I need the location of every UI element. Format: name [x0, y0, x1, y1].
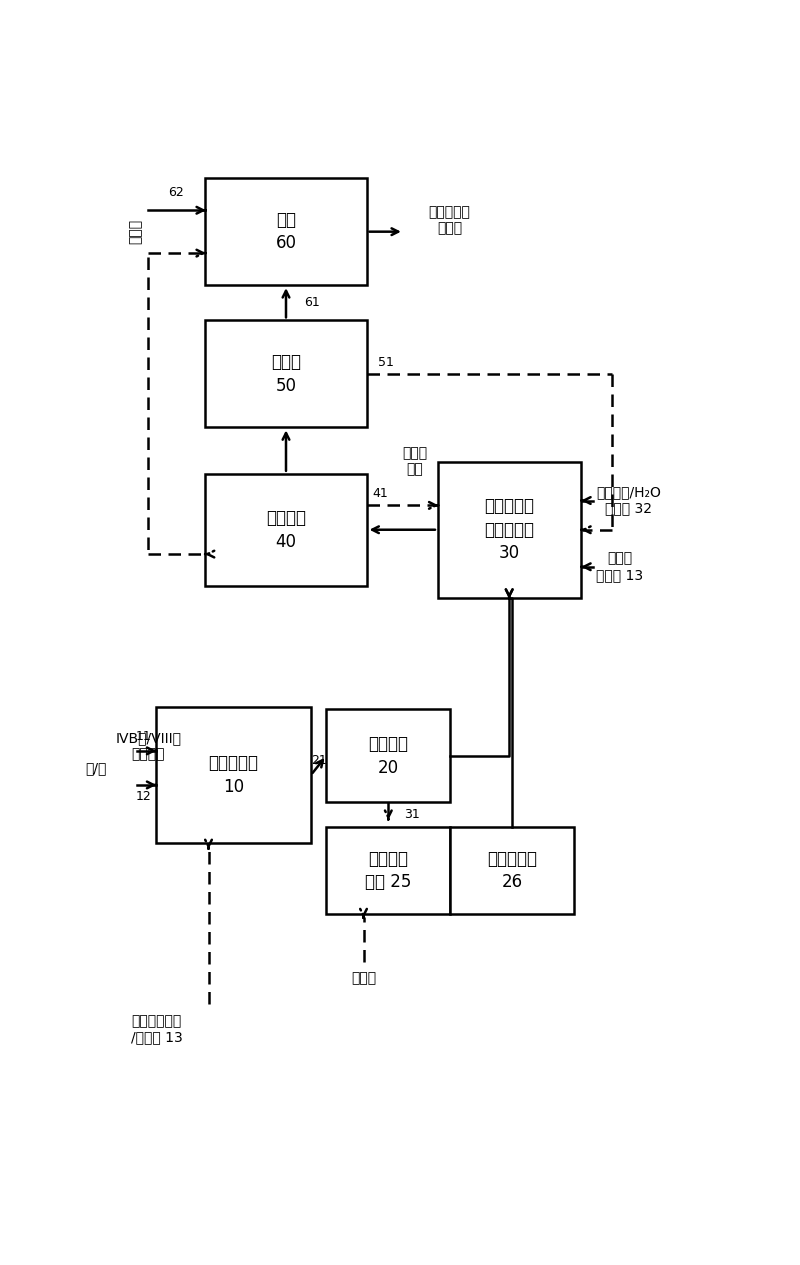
Text: 形成坣化剂
前体混合物
30: 形成坣化剂 前体混合物 30 — [484, 497, 534, 563]
Text: 热处理
50: 热处理 50 — [271, 353, 301, 395]
Text: 41: 41 — [373, 487, 389, 500]
Bar — [326, 710, 450, 802]
Text: 再加工
材料: 再加工 材料 — [402, 447, 427, 477]
Text: 去除液体
20: 去除液体 20 — [368, 735, 408, 777]
Text: 任选的稀释剂
/配位剂 13: 任选的稀释剂 /配位剂 13 — [131, 1013, 182, 1044]
Bar — [450, 827, 574, 915]
Bar — [206, 178, 366, 285]
Text: 21: 21 — [310, 754, 326, 767]
Text: 61: 61 — [305, 296, 320, 309]
Text: 非聚集干燥
26: 非聚集干燥 26 — [487, 850, 538, 892]
Bar — [326, 827, 450, 915]
Text: 62: 62 — [168, 186, 184, 199]
Text: 成形助剂/H₂O
胶溶剂 32: 成形助剂/H₂O 胶溶剂 32 — [596, 486, 661, 516]
Text: 12: 12 — [135, 791, 151, 803]
Text: 本体多金属
催化剂: 本体多金属 催化剂 — [429, 205, 470, 235]
Text: 硫化剂: 硫化剂 — [129, 219, 143, 244]
Bar — [206, 320, 366, 428]
Text: 成形前体
40: 成形前体 40 — [266, 509, 306, 550]
Bar — [438, 462, 581, 598]
Text: 酸/碱: 酸/碱 — [85, 760, 106, 775]
Text: IVB族/VIII族
金属成分: IVB族/VIII族 金属成分 — [115, 731, 182, 762]
Text: 硫化
60: 硫化 60 — [275, 211, 297, 253]
Text: 配位剂: 配位剂 — [351, 970, 376, 984]
Text: 任选的
稀释剂 13: 任选的 稀释剂 13 — [596, 552, 643, 582]
Text: 形成沉淠物
10: 形成沉淠物 10 — [208, 754, 258, 796]
Bar — [206, 473, 366, 586]
Bar — [156, 707, 310, 844]
Text: 11: 11 — [135, 730, 151, 743]
Text: 51: 51 — [378, 355, 394, 368]
Text: 后沉淠物
配位 25: 后沉淠物 配位 25 — [365, 850, 411, 892]
Text: 31: 31 — [404, 808, 419, 821]
